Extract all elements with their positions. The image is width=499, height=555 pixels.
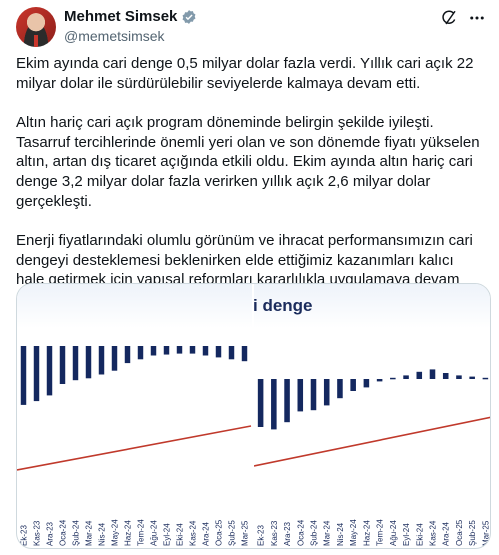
- tick-label-1-4: Oca-24: [59, 519, 68, 546]
- tick-label-2-13: Eki-24: [415, 523, 424, 546]
- bar-2-17: [469, 376, 475, 379]
- bar-1-11: [150, 346, 157, 356]
- tick-label-1-17: Şub-25: [228, 520, 237, 546]
- tick-label-2-2: Kas-23: [270, 520, 279, 546]
- bar-1-13: [176, 346, 183, 354]
- tick-label-1-8: May-24: [111, 519, 120, 546]
- bar-1-12: [163, 346, 170, 355]
- tick-label-2-6: Mar-24: [323, 520, 332, 546]
- bar-1-6: [85, 346, 92, 379]
- tick-label-2-4: Oca-24: [296, 519, 305, 546]
- bar-1-8: [111, 346, 118, 371]
- trend-line-2: [253, 416, 490, 467]
- bar-2-9: [363, 379, 370, 388]
- author-handle[interactable]: @memetsimsek: [64, 28, 165, 44]
- bar-2-16: [456, 375, 462, 379]
- author-row[interactable]: Mehmet Simsek: [64, 8, 197, 25]
- tick-label-1-16: Oca-25: [215, 519, 224, 546]
- avatar[interactable]: [16, 7, 56, 47]
- tick-label-1-1: Ek-23: [20, 525, 29, 546]
- tick-label-2-8: May-24: [349, 519, 358, 546]
- verified-badge-icon[interactable]: [181, 9, 197, 25]
- bar-1-4: [59, 346, 66, 384]
- bar-2-18: [482, 377, 489, 380]
- tweet-paragraph-1: Ekim ayında cari denge 0,5 milyar dolar …: [16, 55, 474, 92]
- tick-label-1-9: Haz-24: [124, 520, 133, 546]
- bar-2-14: [429, 369, 436, 379]
- bar-2-8: [350, 379, 356, 391]
- tick-label-1-5: Şub-24: [72, 520, 81, 546]
- chart-canvas: Ek-23 Kas-23 Ara-23 Oca-24 Şub-24 Mar-24 Nis-2…: [17, 346, 490, 546]
- grok-icon[interactable]: [440, 9, 458, 27]
- bar-2-5: [310, 379, 317, 411]
- tick-label-2-18: Mar-25: [481, 520, 490, 546]
- bar-1-16: [215, 346, 222, 358]
- tick-label-1-6: Mar-24: [85, 520, 94, 546]
- tweet-paragraph-2: Altın hariç cari açık program döneminde …: [16, 114, 480, 210]
- bar-1-3: [46, 346, 53, 396]
- tick-label-1-18: Mar-25: [241, 520, 250, 546]
- tick-label-2-16: Oca-25: [455, 519, 464, 546]
- tick-label-1-12: Eyl-24: [163, 523, 172, 546]
- author-name[interactable]: Mehmet Simsek: [64, 8, 178, 25]
- bar-2-7: [337, 379, 343, 399]
- panel-divider: [252, 284, 254, 548]
- avatar-tie: [34, 35, 38, 47]
- tick-label-1-3: Ara-23: [46, 521, 55, 546]
- tick-label-1-14: Kas-24: [189, 520, 198, 546]
- tick-label-1-7: Nis-24: [98, 522, 107, 546]
- bar-1-15: [202, 346, 209, 356]
- bar-2-11: [390, 377, 396, 380]
- bar-1-10: [137, 346, 144, 360]
- tick-label-1-10: Tem-24: [137, 519, 146, 546]
- tick-label-1-15: Ara-24: [202, 521, 211, 546]
- bar-2-4: [297, 379, 304, 412]
- bar-1-2: [33, 346, 40, 402]
- tick-label-2-14: Kas-24: [429, 520, 438, 546]
- bar-1-9: [124, 346, 131, 364]
- bar-1-18: [241, 346, 248, 362]
- tick-label-2-3: Ara-23: [283, 521, 292, 546]
- tweet-media[interactable]: i denge Ek-23 Kas-23 Ara-23 Oca-24 Şub-24 Mar…: [16, 283, 491, 549]
- bar-2-2: [271, 379, 277, 430]
- tick-label-2-9: Haz-24: [362, 520, 371, 546]
- tick-label-1-11: Ağu-24: [150, 520, 159, 546]
- bar-1-5: [72, 346, 79, 381]
- bar-1-17: [228, 346, 235, 360]
- tick-label-2-1: Ek-23: [257, 525, 266, 546]
- tweet-header: Mehmet Simsek @memetsimsek: [16, 7, 486, 47]
- bar-2-6: [323, 379, 330, 406]
- trend-line-1: [17, 425, 252, 471]
- bar-2-12: [403, 375, 409, 379]
- tick-label-2-17: Şub-25: [468, 520, 477, 546]
- bar-2-1: [257, 379, 264, 427]
- tick-label-1-2: Kas-23: [33, 520, 42, 546]
- tick-label-2-7: Nis-24: [336, 522, 345, 546]
- bar-1-14: [189, 346, 196, 354]
- bar-2-3: [284, 379, 290, 423]
- bar-2-15: [442, 373, 449, 379]
- tick-label-2-11: Ağu-24: [389, 520, 398, 546]
- tick-label-1-13: Eki-24: [176, 523, 185, 546]
- chart-title: i denge: [253, 296, 313, 315]
- bar-1-7: [98, 346, 105, 375]
- more-icon[interactable]: [468, 9, 486, 27]
- tick-label-2-15: Ara-24: [442, 521, 451, 546]
- tick-label-2-12: Eyl-24: [402, 523, 411, 546]
- tick-label-2-5: Şub-24: [310, 520, 319, 546]
- tick-label-2-10: Tem-24: [376, 519, 385, 546]
- bar-2-13: [416, 371, 423, 379]
- bar-2-10: [376, 379, 383, 382]
- bar-1-1: [20, 346, 27, 405]
